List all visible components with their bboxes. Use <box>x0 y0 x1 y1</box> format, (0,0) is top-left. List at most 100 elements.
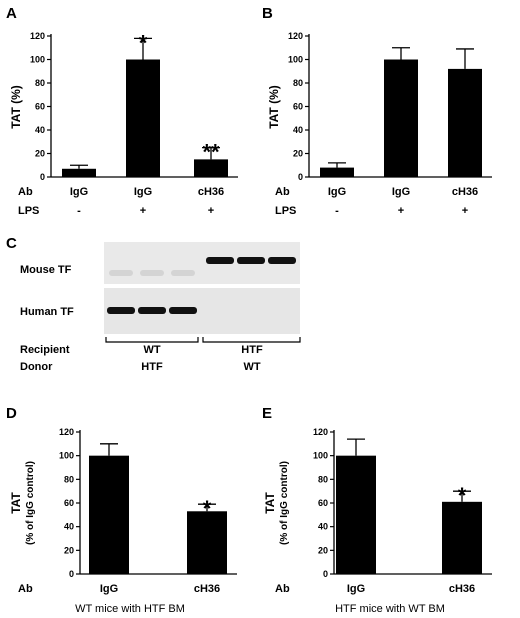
y-axis-label-line: TAT <box>263 492 277 514</box>
category-lps-label: - <box>335 205 339 217</box>
gel-smear <box>109 270 133 276</box>
y-tick-label: 120 <box>288 31 303 41</box>
y-tick-label: 20 <box>318 545 328 555</box>
chart-b: 0 20 40 60 80 100 120 TAT (%) IgG - IgG + cH36 + Ab LPS <box>267 31 492 217</box>
y-tick-label: 100 <box>288 55 303 65</box>
gel-band-human-tf <box>169 307 197 314</box>
y-tick-label: 40 <box>35 125 45 135</box>
panel-letter-a: A <box>6 5 17 22</box>
gel-smear <box>171 270 195 276</box>
category-lps-label: + <box>398 205 404 217</box>
panel-letter-b: B <box>262 5 273 22</box>
bar <box>320 167 354 177</box>
y-tick-label: 40 <box>318 522 328 532</box>
group-bracket-2 <box>202 337 301 343</box>
group-2-recipient: HTF <box>241 344 263 356</box>
group-2-donor: WT <box>243 361 260 373</box>
category-lps-label: - <box>77 205 81 217</box>
y-tick-label: 120 <box>313 427 328 437</box>
panel-letter-d: D <box>6 405 17 422</box>
y-tick-label: 80 <box>318 474 328 484</box>
bar <box>62 168 96 177</box>
bar <box>442 501 482 574</box>
y-tick-label: 0 <box>298 172 303 182</box>
gel-strip-human <box>104 288 300 334</box>
y-axis-label: TAT (%) <box>9 85 23 129</box>
bar <box>336 455 376 574</box>
y-tick-label: 80 <box>35 78 45 88</box>
y-axis-label-line: TAT <box>9 492 23 514</box>
row-label: LPS <box>18 205 39 217</box>
category-ab-label: cH36 <box>198 186 224 198</box>
significance-marker: ** <box>202 140 220 165</box>
category-lps-label: + <box>140 205 146 217</box>
significance-marker: * <box>458 483 467 508</box>
gel-row-label-human: Human TF <box>20 306 74 318</box>
y-tick-label: 40 <box>293 125 303 135</box>
gel-smear <box>140 270 164 276</box>
category-ab-label: IgG <box>70 186 88 198</box>
y-tick-label: 80 <box>64 474 74 484</box>
y-tick-label: 100 <box>30 55 45 65</box>
category-ab-label: cH36 <box>452 186 478 198</box>
bar <box>194 159 228 177</box>
bar <box>448 68 482 177</box>
category-lps-label: + <box>462 205 468 217</box>
y-tick-label: 20 <box>293 149 303 159</box>
row-label: Ab <box>18 583 33 595</box>
category-ab-label: cH36 <box>449 583 475 595</box>
row-label: Ab <box>275 583 290 595</box>
y-tick-label: 0 <box>40 172 45 182</box>
bar <box>126 59 160 177</box>
category-ab-label: IgG <box>134 186 152 198</box>
y-tick-label: 80 <box>293 78 303 88</box>
gel-panel: Mouse TF Human TF Recipient Donor WT HTF… <box>20 242 301 373</box>
gel-row-label-mouse: Mouse TF <box>20 264 72 276</box>
y-axis-label-line: (% of IgG control) <box>25 461 36 545</box>
y-tick-label: 20 <box>35 149 45 159</box>
bar <box>187 511 227 574</box>
y-tick-label: 60 <box>293 102 303 112</box>
category-ab-label: IgG <box>328 186 346 198</box>
y-tick-label: 120 <box>59 427 74 437</box>
y-tick-label: 20 <box>64 545 74 555</box>
y-axis-label-line: (% of IgG control) <box>279 461 290 545</box>
significance-marker: * <box>203 496 212 521</box>
y-axis-label: TAT (%) <box>267 85 281 129</box>
y-tick-label: 0 <box>323 569 328 579</box>
gel-band-mouse-tf <box>206 257 234 264</box>
y-tick-label: 40 <box>64 522 74 532</box>
y-tick-label: 100 <box>313 451 328 461</box>
donor-label: Donor <box>20 361 53 373</box>
group-1-recipient: WT <box>143 344 160 356</box>
recipient-label: Recipient <box>20 344 70 356</box>
category-ab-label: IgG <box>392 186 410 198</box>
gel-band-mouse-tf <box>268 257 296 264</box>
gel-band-mouse-tf <box>237 257 265 264</box>
chart-caption: WT mice with HTF BM <box>75 603 185 615</box>
row-label: Ab <box>18 186 33 198</box>
group-bracket-1 <box>105 337 199 343</box>
gel-band-human-tf <box>107 307 135 314</box>
gel-bands <box>107 257 296 314</box>
y-tick-label: 60 <box>64 498 74 508</box>
chart-caption: HTF mice with WT BM <box>335 603 445 615</box>
chart-e: 0 20 40 60 80 100 120 TAT (% of IgG control) IgG *… <box>263 427 492 615</box>
bar <box>89 455 129 574</box>
chart-a: 0 20 40 60 80 100 120 TAT (%) IgG - * IgG + ** cH36 + Ab… <box>9 30 238 217</box>
row-label: Ab <box>275 186 290 198</box>
row-label: LPS <box>275 205 296 217</box>
y-tick-label: 60 <box>318 498 328 508</box>
chart-d: 0 20 40 60 80 100 120 TAT (% of IgG control) IgG *… <box>9 427 237 615</box>
gel-band-human-tf <box>138 307 166 314</box>
category-lps-label: + <box>208 205 214 217</box>
y-tick-label: 120 <box>30 31 45 41</box>
y-tick-label: 60 <box>35 102 45 112</box>
category-ab-label: IgG <box>100 583 118 595</box>
bar <box>384 59 418 177</box>
panel-letter-e: E <box>262 405 272 422</box>
gel-strip-mouse <box>104 242 300 284</box>
category-ab-label: cH36 <box>194 583 220 595</box>
y-tick-label: 100 <box>59 451 74 461</box>
